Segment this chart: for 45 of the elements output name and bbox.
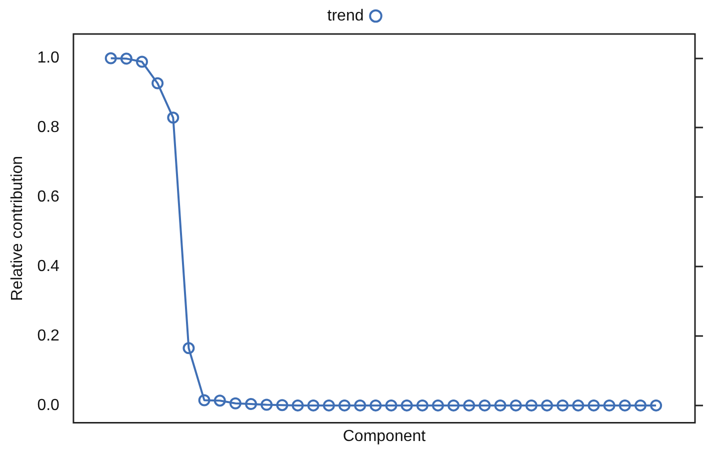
point [416, 399, 428, 412]
point [354, 399, 366, 412]
point [588, 399, 600, 412]
point [650, 399, 662, 412]
point [276, 399, 288, 412]
point [229, 397, 242, 410]
y-tick-label: 0.6 [37, 188, 60, 206]
point [618, 399, 631, 412]
point [104, 52, 117, 64]
point [494, 399, 506, 412]
point [400, 399, 413, 412]
legend-label: trend [327, 7, 364, 24]
point [556, 399, 569, 412]
point [370, 399, 382, 412]
point [322, 399, 335, 412]
point [182, 342, 195, 354]
y-tick-label: 0.2 [37, 327, 60, 344]
y-axis-title: Relative contribution [9, 156, 26, 301]
point [198, 394, 210, 406]
point [260, 398, 273, 411]
point [307, 399, 320, 412]
point [448, 399, 460, 412]
point [603, 399, 616, 412]
y-tick-label: 1.0 [37, 50, 60, 67]
point [541, 399, 554, 412]
point [478, 399, 491, 412]
point [214, 394, 226, 407]
y-tick-label: 0.4 [37, 258, 60, 275]
point [572, 399, 584, 412]
point [152, 77, 164, 90]
point [292, 399, 304, 412]
point [525, 399, 538, 412]
point [432, 399, 444, 412]
point [385, 399, 398, 412]
x-axis-title: Component [342, 428, 426, 445]
point [167, 112, 180, 124]
point [338, 399, 350, 412]
point [510, 399, 522, 412]
point [634, 399, 646, 412]
point [136, 56, 148, 68]
point [463, 399, 476, 412]
point [120, 52, 132, 65]
y-tick-label: 0.0 [37, 396, 60, 414]
y-tick-label: 0.8 [37, 119, 60, 136]
point [245, 398, 258, 410]
